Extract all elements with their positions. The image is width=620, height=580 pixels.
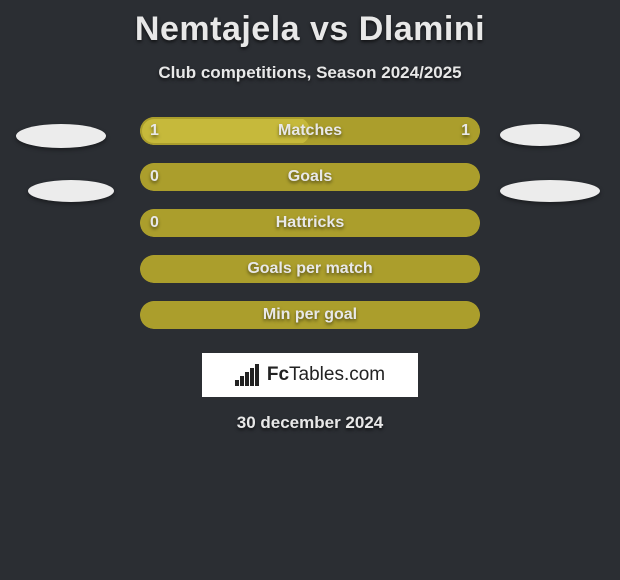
bar-fill-right: [140, 163, 480, 191]
bar-wrap: [140, 209, 480, 237]
stat-row: Min per goal: [0, 301, 620, 347]
value-left: 0: [150, 163, 159, 191]
value-left: 1: [150, 117, 159, 145]
bar-wrap: [140, 301, 480, 329]
chart-icon: [235, 364, 261, 386]
bar-wrap: [140, 117, 480, 145]
bar-fill-right: [310, 117, 480, 145]
bar-fill-right: [140, 255, 480, 283]
logo-strong: Fc: [267, 364, 289, 385]
placeholder-ellipse: [16, 124, 106, 148]
logo-text: FcTables.com: [267, 364, 385, 386]
page-title: Nemtajela vs Dlamini: [0, 0, 620, 49]
placeholder-ellipse: [28, 180, 114, 202]
subtitle: Club competitions, Season 2024/2025: [0, 63, 620, 83]
placeholder-ellipse: [500, 124, 580, 146]
bar-fill-right: [140, 209, 480, 237]
bar-wrap: [140, 163, 480, 191]
placeholder-ellipse: [500, 180, 600, 202]
bar-wrap: [140, 255, 480, 283]
bar-fill-right: [140, 301, 480, 329]
stat-row: Hattricks0: [0, 209, 620, 255]
value-left: 0: [150, 209, 159, 237]
comparison-rows: Matches11Goals0Hattricks0Goals per match…: [0, 117, 620, 347]
stat-row: Goals per match: [0, 255, 620, 301]
logo-rest: Tables.com: [289, 364, 385, 385]
logo: FcTables.com: [202, 353, 418, 397]
bar-fill-left: [140, 117, 310, 145]
date-label: 30 december 2024: [0, 413, 620, 433]
value-right: 1: [461, 117, 470, 145]
